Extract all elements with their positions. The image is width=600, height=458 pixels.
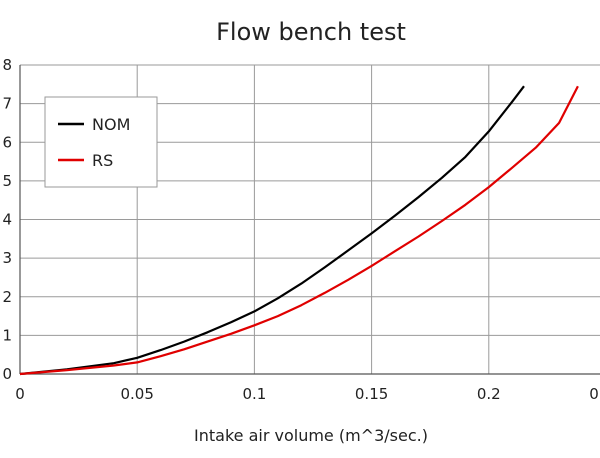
y-tick-label: 4: [2, 211, 12, 229]
x-tick-label: 0: [15, 385, 25, 403]
x-tick-label: 0.25: [589, 385, 600, 403]
y-tick-label: 7: [2, 95, 12, 113]
y-tick-label: 5: [2, 172, 12, 190]
legend-label-nom: NOM: [92, 115, 130, 134]
x-tick-label: 0.1: [242, 385, 266, 403]
y-tick-label: 0: [2, 365, 12, 383]
x-tick-label: 0.05: [120, 385, 153, 403]
y-tick-label: 1: [2, 326, 12, 344]
chart-title: Flow bench test: [216, 18, 406, 46]
x-axis-title: Intake air volume (m^3/sec.): [194, 426, 428, 445]
legend: NOM RS: [44, 96, 158, 188]
x-tick-label: 0.2: [477, 385, 501, 403]
tick-labels: 0 0.05 0.1 0.15 0.2 0.25 0 1 2 3 4 5 6 7 8: [2, 56, 600, 403]
series-lines: [19, 85, 579, 376]
y-tick-label: 2: [2, 288, 12, 306]
y-tick-label: 8: [2, 56, 12, 74]
legend-box: [44, 96, 158, 188]
series-line-nom: [19, 85, 525, 376]
x-tick-label: 0.15: [355, 385, 388, 403]
y-tick-label: 6: [2, 133, 12, 151]
y-tick-label: 3: [2, 249, 12, 267]
legend-label-rs: RS: [92, 151, 113, 170]
series-line-rs: [19, 85, 579, 376]
